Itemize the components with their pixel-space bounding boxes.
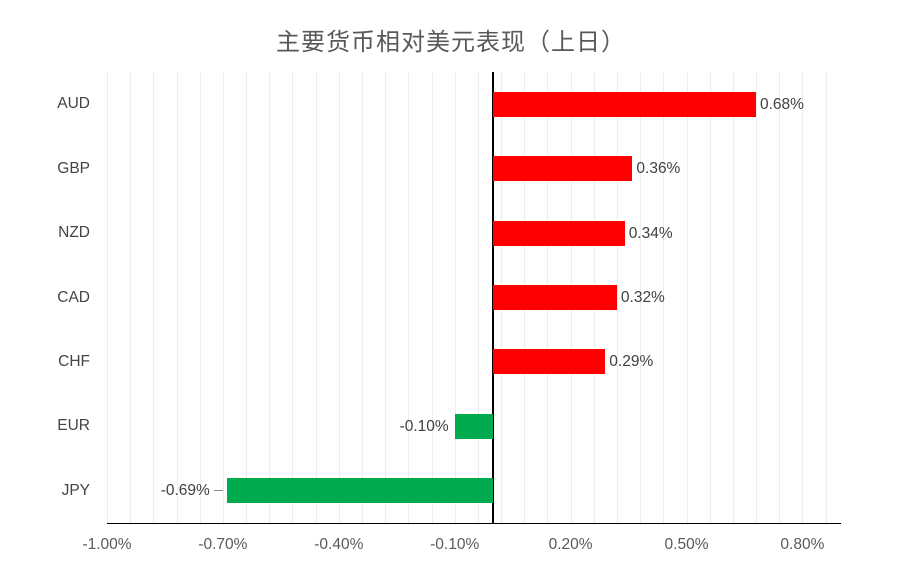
data-label-eur: -0.10% [399,417,449,435]
bar-cad[interactable] [493,285,617,310]
minor-gridline [779,72,781,523]
plot-area: 0.68% 0.36% 0.34% 0.32% 0.29% -0.10% -0.69% [107,72,841,524]
data-label-chf: 0.29% [609,353,654,371]
minor-gridline [199,72,201,523]
minor-gridline [709,72,711,523]
x-tick-label: 0.80% [780,536,825,553]
minor-gridline [222,72,224,523]
x-tick-label: -0.70% [198,536,248,553]
minor-gridline [107,72,108,523]
minor-gridline [431,72,433,523]
minor-gridline [338,72,340,523]
minor-gridline [385,72,387,523]
category-axis: AUD GBP NZD CAD CHF EUR JPY [0,72,90,523]
minor-gridline [315,72,317,523]
minor-gridline [408,72,410,523]
data-label-nzd: 0.34% [628,224,673,242]
bar-jpy[interactable] [226,478,494,504]
minor-gridline [802,72,804,523]
x-axis: -1.00% -0.70% -0.40% -0.10% 0.20% 0.50% 0.80% [82,536,841,566]
minor-gridline [663,72,665,523]
minor-gridline [246,72,248,523]
minor-gridline [686,72,688,523]
minor-gridline [477,72,479,523]
minor-gridline [825,72,827,523]
x-tick-label: -1.00% [82,536,132,553]
data-label-aud: 0.68% [760,95,804,113]
bar-nzd[interactable] [493,220,625,246]
minor-gridline [176,72,178,523]
x-tick-label: 0.50% [664,536,709,553]
x-tick-label: -0.10% [430,536,480,553]
x-tick-label: -0.40% [314,536,364,553]
category-label-aud: AUD [57,95,90,113]
category-label-gbp: GBP [57,159,90,177]
minor-gridline [292,72,294,523]
minor-gridline [454,72,456,523]
label-leader-line [213,489,223,492]
category-label-jpy: JPY [61,481,90,499]
minor-gridline [269,72,271,523]
bar-gbp[interactable] [493,156,633,182]
minor-gridline [640,72,642,523]
minor-gridline [616,72,618,523]
x-tick-label: 0.20% [548,536,593,553]
minor-gridline [362,72,363,523]
minor-gridline [153,72,155,523]
bar-aud[interactable] [493,91,756,117]
minor-gridline [732,72,734,523]
category-label-cad: CAD [57,288,90,306]
bar-eur[interactable] [454,413,494,439]
chart-title: 主要货币相对美元表现（上日） [276,29,626,56]
minor-gridline [756,72,757,523]
data-label-jpy: -0.69% [160,482,210,500]
category-label-eur: EUR [57,417,90,435]
category-label-chf: CHF [58,352,90,370]
data-label-gbp: 0.36% [636,160,681,178]
bar-chf[interactable] [493,349,606,375]
minor-gridline [130,72,132,523]
category-label-nzd: NZD [58,224,90,242]
data-label-cad: 0.32% [620,289,665,306]
